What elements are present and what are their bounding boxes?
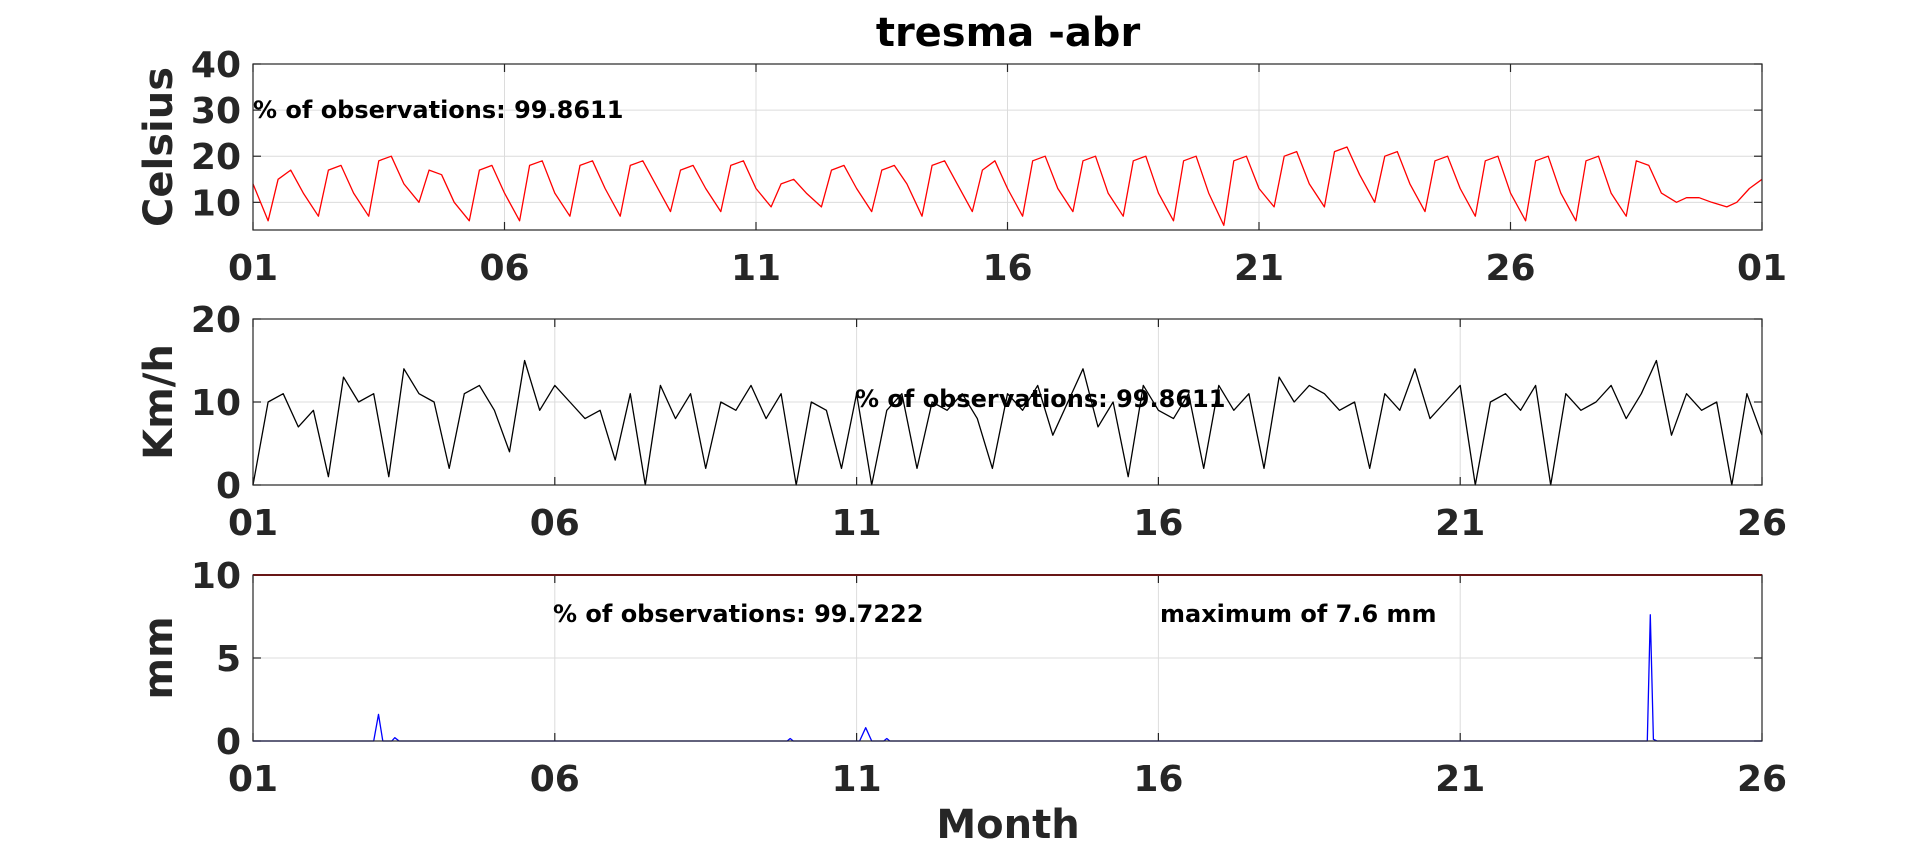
y-axis-label: Km/h — [136, 344, 182, 460]
x-tick-label: 06 — [530, 503, 580, 544]
observations-annotation: % of observations: 99.8611 — [253, 96, 623, 124]
x-tick-label: 01 — [1737, 248, 1787, 289]
x-tick-label: 11 — [832, 503, 882, 544]
x-tick-label: 11 — [731, 248, 781, 289]
series-line-wind — [252, 359, 1763, 486]
x-tick-label: 01 — [228, 759, 278, 800]
y-tick-label: 20 — [191, 300, 241, 341]
y-tick-label: 0 — [216, 466, 241, 507]
x-tick-label: 06 — [530, 759, 580, 800]
maximum-annotation: maximum of 7.6 mm — [1160, 600, 1437, 628]
x-tick-label: 21 — [1435, 503, 1485, 544]
plot-frame — [252, 574, 1763, 742]
x-tick-label: 16 — [982, 248, 1032, 289]
x-tick-label: 26 — [1485, 248, 1535, 289]
x-tick-label: 21 — [1435, 759, 1485, 800]
y-tick-label: 0 — [216, 722, 241, 763]
y-axis-label: Celsius — [136, 67, 182, 227]
x-tick-label: 01 — [228, 248, 278, 289]
plot-frame — [252, 318, 1763, 486]
y-tick-label: 10 — [191, 183, 241, 224]
y-tick-label: 5 — [216, 639, 241, 680]
x-tick-label: 16 — [1133, 759, 1183, 800]
y-tick-label: 30 — [191, 91, 241, 132]
observations-annotation: % of observations: 99.7222 — [553, 600, 923, 628]
chart-title: tresma -abr — [876, 10, 1141, 56]
x-tick-label: 21 — [1234, 248, 1284, 289]
y-tick-label: 10 — [191, 383, 241, 424]
x-tick-label: 26 — [1737, 503, 1787, 544]
y-tick-label: 20 — [191, 137, 241, 178]
x-tick-label: 16 — [1133, 503, 1183, 544]
x-tick-label: 26 — [1737, 759, 1787, 800]
x-tick-label: 11 — [832, 759, 882, 800]
y-tick-label: 10 — [191, 556, 241, 597]
plot-frame — [252, 63, 1763, 231]
series-line-precipitation — [253, 614, 1762, 742]
observations-annotation: % of observations: 99.8611 — [855, 385, 1225, 413]
y-tick-label: 40 — [191, 45, 241, 86]
x-tick-label: 06 — [479, 248, 529, 289]
series-line-temperature — [252, 146, 1763, 227]
y-axis-label: mm — [136, 616, 182, 699]
x-axis-label: Month — [936, 802, 1079, 841]
x-tick-label: 01 — [228, 503, 278, 544]
